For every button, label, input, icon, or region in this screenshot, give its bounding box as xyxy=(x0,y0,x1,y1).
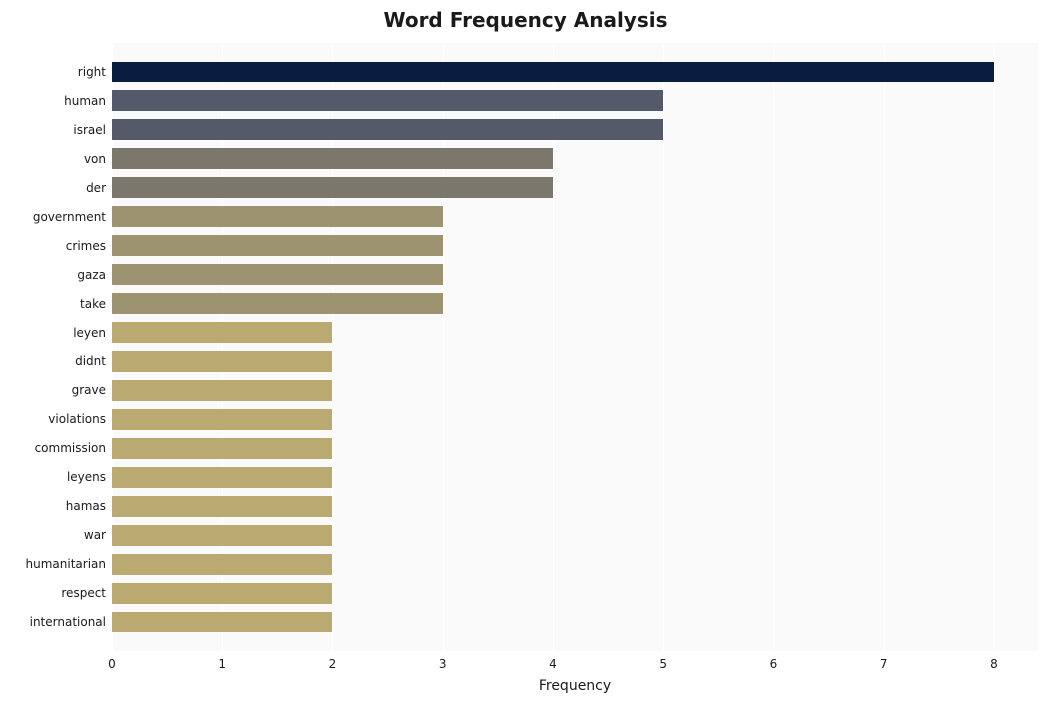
y-tick-label: gaza xyxy=(77,268,112,282)
word-frequency-chart: Word Frequency Analysis 012345678righthu… xyxy=(0,0,1051,701)
x-tick-label: 5 xyxy=(659,657,667,671)
x-tick-label: 1 xyxy=(218,657,226,671)
bar xyxy=(112,148,553,169)
x-tick-label: 0 xyxy=(108,657,116,671)
y-tick-label: right xyxy=(78,65,112,79)
plot-area: 012345678righthumanisraelvondergovernmen… xyxy=(112,42,1038,651)
bar xyxy=(112,235,443,256)
bar xyxy=(112,322,332,343)
bar xyxy=(112,206,443,227)
bar xyxy=(112,119,663,140)
y-tick-label: commission xyxy=(35,441,112,455)
gridline xyxy=(663,43,664,651)
bar xyxy=(112,467,332,488)
gridline xyxy=(884,43,885,651)
y-tick-label: israel xyxy=(73,123,112,137)
x-tick-label: 4 xyxy=(549,657,557,671)
y-tick-label: crimes xyxy=(66,239,112,253)
bar xyxy=(112,438,332,459)
y-tick-label: leyens xyxy=(67,470,112,484)
gridline xyxy=(773,43,774,651)
y-tick-label: der xyxy=(86,181,112,195)
bar xyxy=(112,583,332,604)
y-tick-label: international xyxy=(30,615,112,629)
y-tick-label: von xyxy=(84,152,112,166)
y-tick-label: humanitarian xyxy=(26,557,112,571)
bar xyxy=(112,177,553,198)
y-tick-label: respect xyxy=(61,586,112,600)
chart-title: Word Frequency Analysis xyxy=(0,8,1051,32)
x-tick-label: 7 xyxy=(880,657,888,671)
bar xyxy=(112,380,332,401)
bar xyxy=(112,264,443,285)
bar xyxy=(112,293,443,314)
x-tick-label: 6 xyxy=(770,657,778,671)
y-tick-label: didnt xyxy=(75,354,112,368)
bar xyxy=(112,525,332,546)
bar xyxy=(112,351,332,372)
bar xyxy=(112,612,332,633)
x-axis-label: Frequency xyxy=(539,678,611,694)
x-tick-label: 8 xyxy=(990,657,998,671)
y-tick-label: leyen xyxy=(73,326,112,340)
bar xyxy=(112,62,994,83)
bar xyxy=(112,554,332,575)
y-tick-label: war xyxy=(84,528,112,542)
gridline xyxy=(994,43,995,651)
x-tick-label: 2 xyxy=(329,657,337,671)
bar xyxy=(112,496,332,517)
y-tick-label: grave xyxy=(72,383,112,397)
bar xyxy=(112,90,663,111)
y-tick-label: take xyxy=(80,297,112,311)
y-tick-label: human xyxy=(64,94,112,108)
bar xyxy=(112,409,332,430)
y-tick-label: hamas xyxy=(66,499,112,513)
x-tick-label: 3 xyxy=(439,657,447,671)
y-tick-label: government xyxy=(33,210,112,224)
y-tick-label: violations xyxy=(48,412,112,426)
